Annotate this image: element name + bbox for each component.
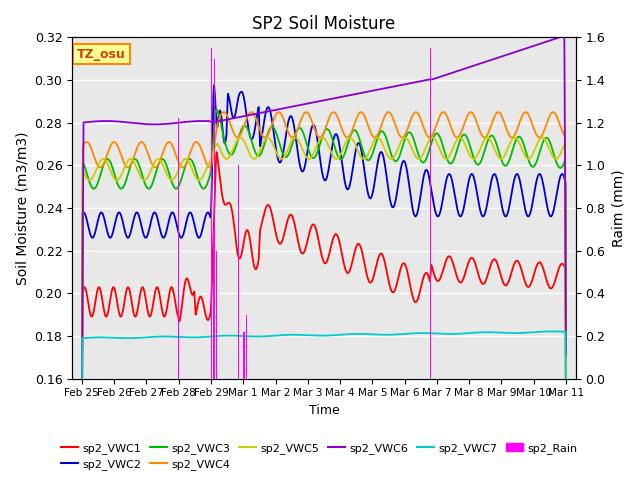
Bar [212,229,214,379]
Bar [239,293,241,379]
Bar [243,332,244,379]
Bar [430,48,431,379]
Y-axis label: Soil Moisture (m3/m3): Soil Moisture (m3/m3) [15,131,29,285]
Bar [211,48,212,379]
X-axis label: Time: Time [308,404,339,417]
Bar [244,332,245,379]
Bar [246,315,247,379]
Bar [178,119,179,379]
Bar [216,251,217,379]
Bar [214,59,215,379]
Title: SP2 Soil Moisture: SP2 Soil Moisture [252,15,396,33]
Y-axis label: Raim (mm): Raim (mm) [611,169,625,247]
Bar [238,165,239,379]
Legend: sp2_VWC1, sp2_VWC2, sp2_VWC3, sp2_VWC4, sp2_VWC5, sp2_VWC6, sp2_VWC7, sp2_Rain: sp2_VWC1, sp2_VWC2, sp2_VWC3, sp2_VWC4, … [57,438,582,474]
Text: TZ_osu: TZ_osu [77,48,126,60]
